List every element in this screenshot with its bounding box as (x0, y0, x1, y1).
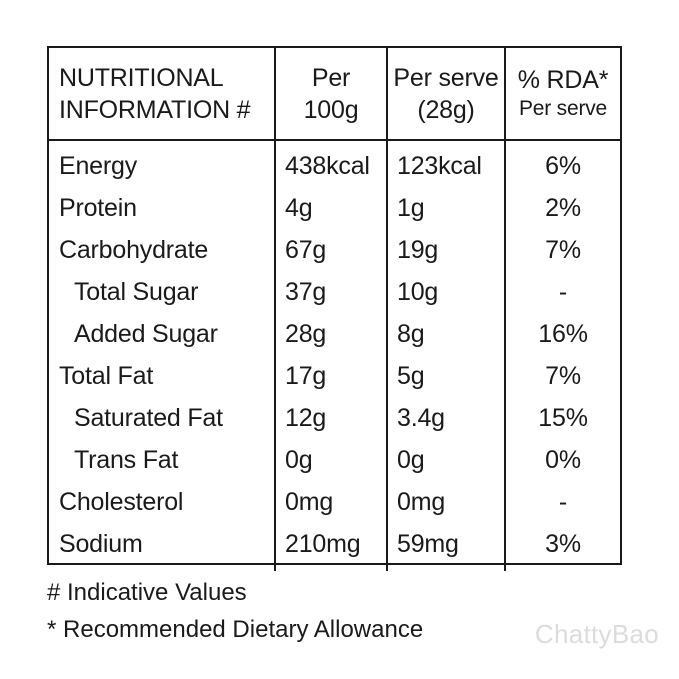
header-col4-line2: Per serve (518, 96, 608, 120)
value-per-100g: 67g (274, 229, 387, 271)
value-rda: 7% (504, 229, 620, 271)
table-row: Carbohydrate 67g 19g 7% (49, 229, 620, 271)
value-per-serve: 5g (386, 355, 505, 397)
table-body: Energy 438kcal 123kcal 6% Protein 4g 1g … (49, 140, 620, 571)
value-per-100g: 4g (274, 187, 387, 229)
value-per-serve: 19g (386, 229, 505, 271)
value-rda: 15% (504, 397, 620, 439)
value-per-serve: 10g (386, 271, 505, 313)
value-per-100g: 210mg (274, 523, 387, 571)
nutrient-name: Energy (59, 151, 138, 180)
header-col4-line1: % RDA* (517, 65, 609, 94)
value-per-serve: 8g (386, 313, 505, 355)
header-col2-line2: 100g (303, 95, 359, 124)
header-per-serve: Per serve (28g) (386, 48, 505, 141)
nutrient-name: Saturated Fat (74, 403, 223, 432)
value-per-serve: 59mg (386, 523, 505, 571)
value-rda: - (504, 481, 620, 523)
value-per-serve: 0mg (386, 481, 505, 523)
value-per-serve: 3.4g (386, 397, 505, 439)
footnote-rda-definition: * Recommended Dietary Allowance (47, 616, 424, 643)
value-per-100g: 438kcal (274, 140, 387, 187)
value-per-100g: 12g (274, 397, 387, 439)
header-per-100g: Per 100g (274, 48, 387, 141)
nutrition-table: NUTRITIONAL INFORMATION # Per 100g Per s… (47, 46, 622, 571)
nutrient-name: Trans Fat (74, 445, 179, 474)
value-rda: 6% (504, 140, 620, 187)
table-row: Total Sugar 37g 10g - (49, 271, 620, 313)
nutrient-name: Total Sugar (74, 277, 199, 306)
table-row: Added Sugar 28g 8g 16% (49, 313, 620, 355)
header-nutritional-information: NUTRITIONAL INFORMATION # (49, 48, 275, 141)
value-per-serve: 1g (386, 187, 505, 229)
table-row: Trans Fat 0g 0g 0% (49, 439, 620, 481)
nutrient-name: Carbohydrate (59, 235, 209, 264)
footnotes: # Indicative Values * Recommended Dietar… (47, 574, 423, 648)
table-row: Cholesterol 0mg 0mg - (49, 481, 620, 523)
table-row: Energy 438kcal 123kcal 6% (49, 140, 620, 187)
table-row: Protein 4g 1g 2% (49, 187, 620, 229)
value-per-100g: 17g (274, 355, 387, 397)
header-row: NUTRITIONAL INFORMATION # Per 100g Per s… (49, 48, 620, 141)
value-per-100g: 0mg (274, 481, 387, 523)
nutrient-name: Added Sugar (74, 319, 218, 348)
value-rda: 3% (504, 523, 620, 571)
table-row: Saturated Fat 12g 3.4g 15% (49, 397, 620, 439)
value-per-100g: 0g (274, 439, 387, 481)
footnote-indicative-values: # Indicative Values (47, 579, 247, 606)
header-col3-line2: (28g) (417, 95, 475, 124)
header-col3-line1: Per serve (393, 63, 499, 92)
value-per-100g: 37g (274, 271, 387, 313)
table-header: NUTRITIONAL INFORMATION # Per 100g Per s… (49, 48, 620, 141)
nutrient-name: Cholesterol (59, 487, 184, 516)
nutrition-grid: NUTRITIONAL INFORMATION # Per 100g Per s… (49, 48, 620, 571)
value-rda: 16% (504, 313, 620, 355)
header-rda: % RDA* Per serve (504, 48, 620, 141)
value-per-serve: 0g (386, 439, 505, 481)
nutrient-name: Protein (59, 193, 137, 222)
header-col1-line1: NUTRITIONAL (59, 63, 224, 92)
nutrient-name: Sodium (59, 529, 143, 558)
value-rda: 2% (504, 187, 620, 229)
value-rda: 7% (504, 355, 620, 397)
value-rda: - (504, 271, 620, 313)
value-per-serve: 123kcal (386, 140, 505, 187)
watermark: ChattyBao (534, 619, 659, 649)
value-rda: 0% (504, 439, 620, 481)
value-per-100g: 28g (274, 313, 387, 355)
header-col1-line2: INFORMATION # (59, 95, 251, 124)
nutrient-name: Total Fat (59, 361, 154, 390)
table-row: Sodium 210mg 59mg 3% (49, 523, 620, 571)
table-row: Total Fat 17g 5g 7% (49, 355, 620, 397)
header-col2-line1: Per (311, 63, 351, 92)
